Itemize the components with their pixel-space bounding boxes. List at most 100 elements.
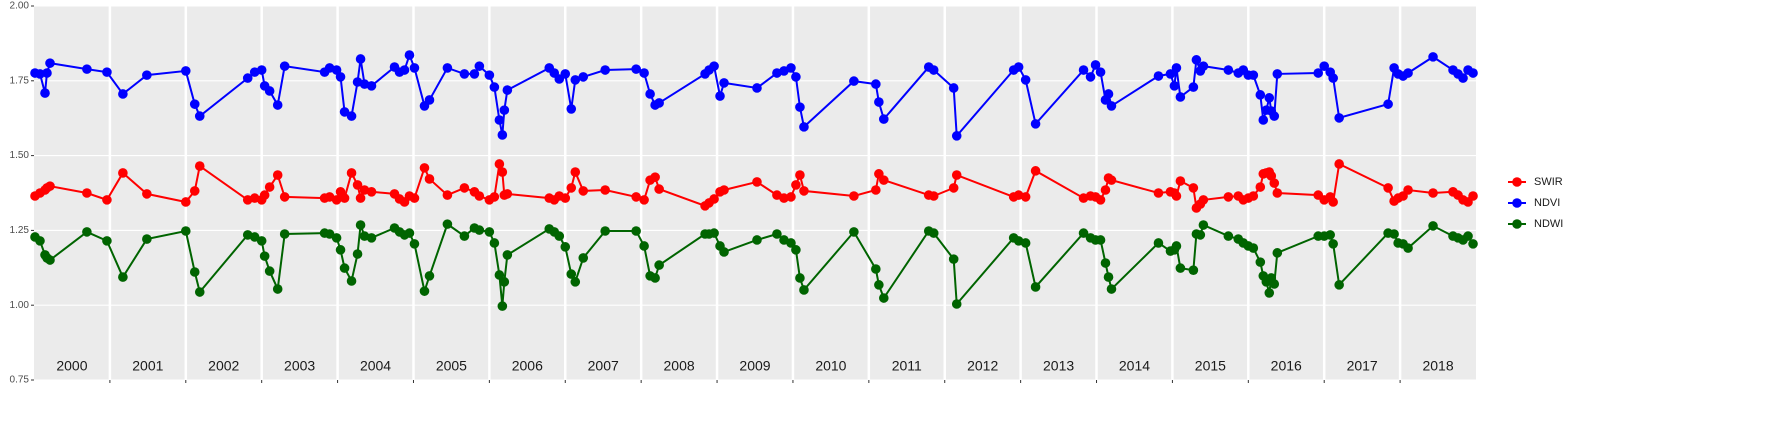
legend-label: SWIR [1534, 176, 1563, 188]
data-point [489, 238, 500, 248]
data-point [1106, 101, 1117, 111]
data-point [1223, 65, 1234, 75]
data-point [1248, 243, 1259, 253]
data-point [256, 236, 267, 246]
data-point [639, 68, 649, 78]
data-point [459, 231, 470, 241]
data-point [791, 72, 801, 82]
data-point [1030, 282, 1041, 292]
data-point [404, 50, 415, 60]
data-point [1463, 231, 1473, 241]
data-point [1248, 191, 1259, 201]
data-point [502, 189, 513, 199]
data-point [874, 280, 884, 290]
x-tick-label: 2002 [208, 358, 239, 374]
data-point [355, 193, 366, 203]
data-point [352, 180, 363, 190]
data-point [118, 89, 128, 99]
data-point [1169, 81, 1180, 91]
data-point [786, 238, 796, 248]
data-point [772, 229, 782, 239]
data-point [82, 64, 92, 74]
data-point [1334, 159, 1344, 169]
data-point [180, 197, 191, 207]
data-point [1325, 230, 1336, 240]
data-point [1428, 52, 1438, 62]
data-point [1255, 90, 1266, 100]
data-point [709, 228, 719, 238]
data-point [1188, 265, 1199, 275]
data-point [650, 172, 660, 182]
data-point [795, 170, 805, 180]
data-point [849, 227, 859, 237]
data-point [654, 184, 664, 194]
data-point [335, 72, 346, 82]
data-point [1272, 248, 1283, 258]
data-point [1100, 185, 1111, 195]
data-point [494, 159, 505, 169]
data-point [499, 277, 510, 287]
data-point [1020, 75, 1031, 85]
data-point [409, 239, 420, 249]
data-point [1258, 115, 1269, 125]
data-point [409, 193, 420, 203]
x-tick-label: 2011 [892, 358, 922, 374]
data-point [424, 271, 435, 281]
data-point [82, 188, 92, 198]
data-point [631, 64, 641, 74]
data-point [1403, 243, 1413, 253]
data-point [256, 65, 267, 75]
legend-marker [1512, 198, 1522, 208]
data-point [1269, 178, 1280, 188]
data-point [570, 167, 581, 177]
data-point [484, 70, 495, 80]
data-point [355, 54, 366, 64]
data-point [102, 236, 112, 246]
data-point [1171, 241, 1182, 251]
data-point [194, 111, 205, 121]
data-point [566, 104, 577, 114]
data-point [1198, 61, 1209, 71]
data-point [1328, 197, 1338, 207]
y-tick-label: 2.00 [10, 1, 30, 12]
data-point [948, 83, 959, 93]
y-tick-label: 1.50 [10, 150, 30, 161]
data-point [928, 65, 939, 75]
x-tick-label: 2012 [967, 358, 998, 374]
data-point [600, 185, 610, 195]
data-point [600, 65, 610, 75]
data-point [502, 250, 513, 260]
legend-label: NDWI [1534, 218, 1563, 230]
y-tick-label: 0.75 [10, 375, 30, 386]
data-point [849, 191, 859, 201]
data-point [1095, 67, 1106, 77]
data-point [339, 193, 350, 203]
data-point [442, 219, 453, 229]
data-point [1078, 65, 1089, 75]
data-point [399, 65, 410, 75]
data-point [484, 227, 495, 237]
data-point [259, 190, 270, 200]
data-point [1334, 280, 1344, 290]
data-point [928, 191, 939, 201]
data-point [871, 79, 881, 89]
data-point [709, 194, 719, 204]
data-point [650, 273, 660, 283]
data-point [142, 70, 152, 80]
data-point [442, 190, 453, 200]
data-point [1255, 257, 1266, 267]
data-point [799, 285, 809, 295]
data-point [799, 122, 809, 132]
data-point [1328, 239, 1338, 249]
data-point [795, 273, 805, 283]
data-point [1175, 176, 1186, 186]
data-point [791, 180, 801, 190]
data-point [1468, 68, 1478, 78]
data-point [355, 220, 366, 230]
data-point [786, 63, 796, 73]
x-tick-label: 2008 [664, 358, 695, 374]
data-point [494, 270, 505, 280]
data-point [1030, 119, 1041, 129]
data-point [1328, 73, 1338, 83]
